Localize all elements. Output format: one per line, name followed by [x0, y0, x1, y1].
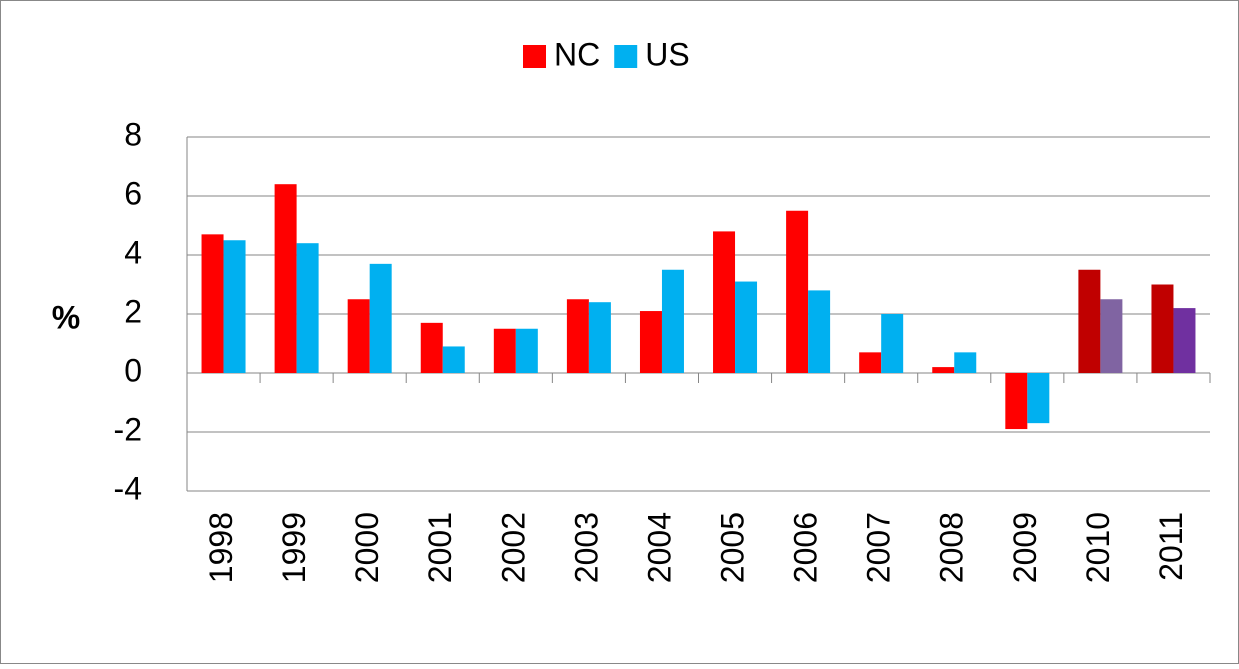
x-tick-label: 2011	[1153, 512, 1189, 581]
x-tick-label: 2010	[1080, 512, 1116, 583]
bar	[1100, 299, 1123, 373]
y-tick-label: 0	[124, 352, 142, 388]
x-tick-label: 2003	[568, 512, 604, 583]
y-tick-label: -2	[114, 411, 142, 447]
y-tick-label: 2	[124, 293, 142, 329]
legend-swatch	[614, 45, 638, 68]
bar	[566, 299, 589, 373]
x-tick-label: 2006	[788, 512, 824, 583]
bar	[588, 302, 611, 373]
bar	[420, 322, 443, 373]
bar	[639, 311, 662, 373]
bar	[442, 346, 465, 373]
bar	[493, 328, 516, 373]
bar	[1027, 373, 1050, 424]
y-axis-label: %	[52, 299, 80, 335]
y-tick-label: 8	[124, 116, 142, 152]
bar	[954, 352, 977, 373]
bar	[859, 352, 882, 373]
bar	[932, 367, 955, 373]
x-tick-label: 1998	[203, 512, 239, 583]
bar	[786, 210, 809, 373]
legend-swatch	[523, 45, 546, 68]
bar	[347, 299, 370, 373]
x-tick-label: 2007	[861, 512, 897, 583]
bar	[881, 314, 904, 373]
bar	[1078, 269, 1101, 373]
bar	[735, 281, 758, 373]
y-tick-label: 6	[124, 175, 142, 211]
bar	[223, 240, 246, 373]
bar	[1005, 373, 1028, 430]
bar	[274, 184, 297, 373]
x-tick-label: 2001	[422, 512, 458, 583]
bar	[515, 328, 538, 373]
bar	[1151, 284, 1174, 373]
bar	[661, 269, 684, 373]
bar	[369, 263, 392, 373]
legend-label: US	[645, 36, 689, 72]
x-tick-label: 2009	[1007, 512, 1043, 583]
x-tick-label: 2005	[714, 512, 750, 583]
y-tick-label: 4	[124, 234, 142, 270]
x-tick-label: 2008	[934, 512, 970, 583]
legend-label: NC	[554, 36, 600, 72]
x-tick-label: 2004	[641, 512, 677, 583]
bar	[296, 243, 319, 373]
bar	[713, 231, 736, 373]
bar	[808, 290, 831, 373]
x-tick-label: 2002	[495, 512, 531, 583]
bar	[201, 234, 224, 373]
y-tick-label: -4	[114, 470, 142, 506]
x-tick-label: 2000	[349, 512, 385, 583]
bar	[1173, 308, 1196, 373]
x-tick-label: 1999	[276, 512, 312, 583]
